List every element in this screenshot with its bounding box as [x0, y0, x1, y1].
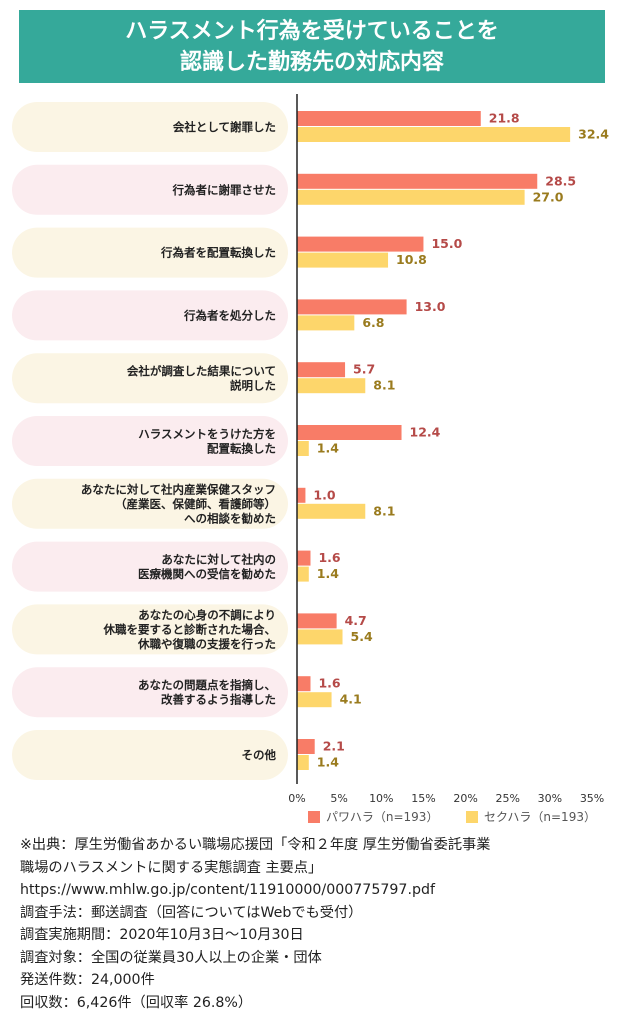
notes: ※出典：厚生労働省あかるい職場応援団「令和２年度 厚生労働省委託事業 職場のハラ…: [20, 834, 490, 1014]
data-label-power: 1.0: [313, 487, 335, 502]
data-label-sexual: 8.1: [373, 378, 395, 393]
data-label-sexual: 1.4: [317, 566, 339, 581]
bar-sexual: [297, 127, 571, 142]
category-pill: [12, 416, 288, 466]
x-tick-label: 20%: [453, 792, 477, 805]
source-line-1: ※出典：厚生労働省あかるい職場応援団「令和２年度 厚生労働省委託事業: [20, 837, 491, 853]
data-label-sexual: 6.8: [362, 315, 384, 330]
category-pill: [12, 353, 288, 404]
source-line-2: 職場のハラスメントに関する実態調査 主要点」: [20, 859, 323, 876]
survey-collected: 回収数：6,426件（回収率 26.8%）: [20, 994, 253, 1011]
category-pill: [12, 102, 288, 152]
data-label-sexual: 32.4: [578, 127, 609, 142]
bar-chart: 会社として謝罪した 21.8 32.4 行為者に謝罪させた 28.527.0 行為者を配置…: [12, 94, 609, 824]
category-pill: [12, 478, 288, 529]
data-label-power: 2.1: [323, 739, 345, 754]
data-label-sexual: 4.1: [340, 692, 362, 707]
category-label: 行為者に謝罪させた: [172, 183, 277, 197]
x-tick-label: 25%: [496, 792, 520, 805]
x-tick-label: 35%: [580, 792, 604, 805]
category-label: その他: [242, 748, 277, 762]
bar-sexual: [297, 692, 332, 708]
bar-power: [297, 173, 538, 189]
bar-sexual: [297, 252, 389, 268]
legend-swatch-sexual: [466, 811, 478, 823]
bar-sexual: [297, 503, 366, 519]
bar-sexual: [297, 189, 525, 205]
category-pill: [12, 290, 288, 341]
category-label: あなたに対して社内産業保健スタッフ（産業医、保健師、看護師等）への相談を勧めた: [81, 482, 276, 525]
data-label-sexual: 1.4: [317, 441, 339, 456]
data-label-sexual: 8.1: [373, 503, 395, 518]
x-tick-label: 15%: [411, 792, 435, 805]
category-label: 会社が調査した結果について説明した: [126, 364, 276, 393]
bar-power: [297, 111, 481, 126]
survey-sent: 発送件数：24,000件: [20, 972, 155, 988]
category-label: 行為者を処分した: [183, 308, 276, 322]
data-label-sexual: 1.4: [317, 755, 339, 770]
data-label-power: 1.6: [318, 550, 340, 565]
category-pill: [12, 730, 288, 780]
data-label-power: 15.0: [431, 236, 462, 251]
title-line-2: 認識した勤務先の対応内容: [179, 50, 444, 75]
bar-power: [297, 739, 315, 754]
category-pill: [12, 604, 288, 655]
bar-sexual: [297, 378, 366, 394]
category-label: 会社として謝罪した: [172, 120, 276, 134]
bar-power: [297, 236, 424, 252]
data-label-power: 21.8: [489, 111, 520, 126]
x-tick-label: 10%: [369, 792, 393, 805]
bar-power: [297, 362, 346, 378]
category-pill: [12, 164, 288, 215]
data-label-power: 5.7: [353, 362, 375, 377]
x-tick-label: 30%: [538, 792, 562, 805]
data-label-power: 4.7: [345, 613, 367, 628]
bar-power: [297, 425, 402, 440]
data-label-sexual: 5.4: [351, 629, 373, 644]
category-pill: [12, 541, 288, 592]
bar-sexual: [297, 629, 343, 645]
bar-power: [297, 550, 311, 566]
bar-power: [297, 613, 337, 629]
title-line-1: ハラスメント行為を受けていることを: [125, 19, 499, 44]
category-label: あなたの問題点を指摘し、改善するよう指導した: [138, 678, 276, 707]
bar-sexual: [297, 441, 309, 456]
bar-sexual: [297, 315, 355, 331]
data-label-sexual: 27.0: [533, 189, 564, 204]
category-label: あなたの心身の不調により休職を要すると診断された場合、休職や復職の支援を行った: [103, 608, 277, 651]
legend-label-sexual: セクハラ（n=193）: [484, 810, 596, 824]
x-tick-label: 5%: [330, 792, 347, 805]
category-label: 行為者を配置転換した: [160, 246, 276, 260]
data-label-power: 12.4: [410, 425, 441, 440]
bar-power: [297, 299, 407, 315]
source-url: https://www.mhlw.go.jp/content/11910000/…: [20, 882, 435, 898]
survey-method: 調査手法：郵送調査（回答についてはWebでも受付）: [20, 904, 363, 921]
bar-power: [297, 676, 311, 692]
category-pill: [12, 667, 288, 718]
data-label-sexual: 10.8: [396, 252, 427, 267]
legend-swatch-power: [308, 811, 320, 823]
x-tick-label: 0%: [288, 792, 305, 805]
data-label-power: 13.0: [415, 299, 446, 314]
survey-period: 調査実施期間：2020年10月3日～10月30日: [20, 927, 304, 943]
data-label-power: 28.5: [545, 173, 576, 188]
data-label-power: 1.6: [318, 676, 340, 691]
bar-sexual: [297, 566, 309, 582]
category-label: ハラスメントをうけた方を配置転換した: [138, 427, 276, 456]
bar-power: [297, 487, 306, 503]
category-pill: [12, 227, 288, 278]
bar-sexual: [297, 755, 309, 770]
title-banner: ハラスメント行為を受けていることを 認識した勤務先の対応内容: [19, 10, 605, 83]
legend-label-power: パワハラ（n=193）: [326, 810, 438, 824]
category-label: あなたに対して社内の医療機関への受信を勧めた: [138, 552, 276, 581]
survey-target: 調査対象：全国の従業員30人以上の企業・団体: [20, 949, 322, 966]
